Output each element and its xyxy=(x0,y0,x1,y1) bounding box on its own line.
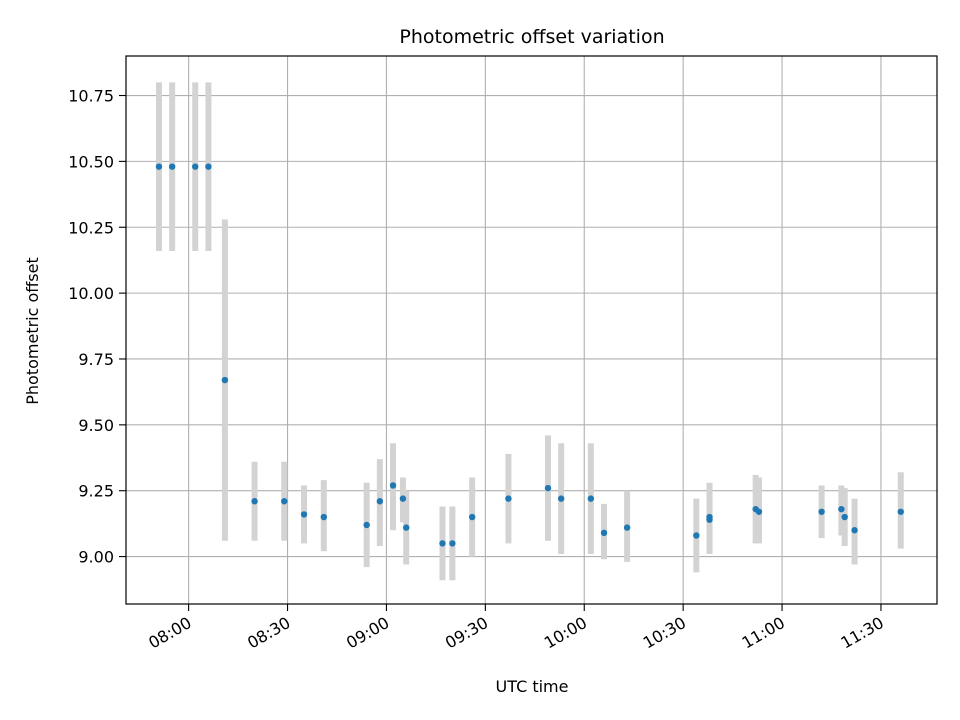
data-point xyxy=(544,484,552,492)
data-point xyxy=(557,495,565,502)
y-axis-label: Photometric offset xyxy=(23,257,42,405)
y-tick-label: 9.00 xyxy=(78,548,114,567)
data-point xyxy=(851,527,858,534)
data-point xyxy=(818,508,825,515)
data-point xyxy=(706,513,713,521)
data-point xyxy=(192,163,199,170)
data-point xyxy=(439,540,446,547)
data-point xyxy=(838,505,845,513)
data-point xyxy=(587,495,595,502)
y-tick-label: 10.75 xyxy=(68,87,114,106)
data-point xyxy=(449,540,456,547)
data-point xyxy=(897,508,904,515)
y-tick-label: 10.00 xyxy=(68,284,114,303)
data-point xyxy=(403,524,410,531)
data-point xyxy=(300,511,308,518)
y-axis-ticks: 9.00 9.25 9.50 9.75 10.00 10.25 10.50 10.75 xyxy=(68,87,126,567)
data-point xyxy=(693,532,700,539)
chart-title: Photometric offset variation xyxy=(399,26,664,48)
data-point xyxy=(389,482,397,489)
y-tick-label: 9.75 xyxy=(78,350,114,369)
data-point xyxy=(320,513,328,521)
data-point xyxy=(251,498,258,505)
data-point xyxy=(376,498,384,505)
x-axis-label: UTC time xyxy=(496,677,569,696)
y-tick-label: 10.50 xyxy=(68,152,114,171)
data-point xyxy=(168,163,176,170)
data-point xyxy=(755,508,763,515)
data-point xyxy=(363,521,370,529)
data-point xyxy=(505,495,512,502)
data-point xyxy=(281,498,288,505)
data-point xyxy=(205,163,212,170)
grid xyxy=(126,56,937,604)
data-point xyxy=(600,529,608,537)
data-points xyxy=(155,163,904,547)
data-point xyxy=(623,524,631,531)
y-tick-label: 9.25 xyxy=(78,482,114,501)
data-point xyxy=(468,513,476,521)
data-point xyxy=(155,163,163,170)
data-point xyxy=(221,376,229,384)
data-point xyxy=(399,495,407,502)
plot-frame xyxy=(125,55,938,605)
y-tick-label: 10.25 xyxy=(68,218,114,237)
y-tick-label: 9.50 xyxy=(78,416,114,435)
data-point xyxy=(841,513,848,521)
